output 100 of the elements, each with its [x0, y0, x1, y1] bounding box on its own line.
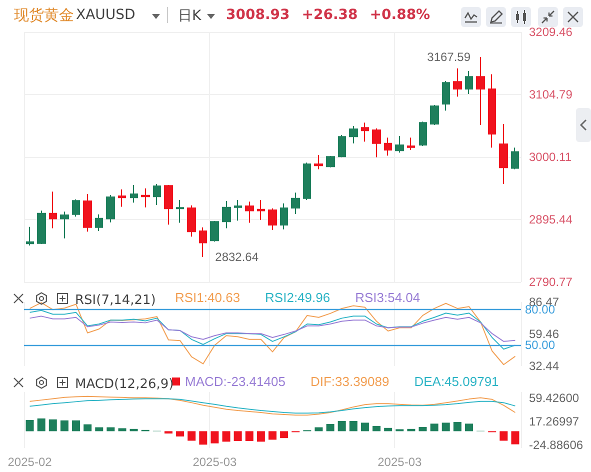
annotation: 3167.59 — [427, 50, 471, 64]
bar — [222, 431, 230, 442]
candlestick — [72, 198, 80, 218]
bar — [384, 428, 392, 432]
candlestick — [303, 162, 311, 201]
bar — [84, 424, 92, 432]
text: +26.38 — [302, 7, 358, 23]
candlestick — [222, 200, 231, 229]
text: 日K — [178, 7, 202, 25]
y-tick-label: 3209.46 — [529, 25, 573, 39]
bar — [418, 426, 427, 432]
candlestick — [453, 68, 462, 98]
bar — [280, 431, 288, 438]
candlestick — [430, 104, 439, 126]
bar — [210, 431, 219, 444]
candlestick — [384, 137, 392, 156]
candlestick — [153, 184, 161, 206]
candlestick — [476, 56, 485, 126]
chart-subtitle: XAUUSD — [76, 7, 136, 23]
bar — [72, 420, 80, 432]
bar — [118, 428, 126, 432]
bar — [95, 427, 104, 432]
bar — [338, 421, 346, 432]
bar — [314, 427, 323, 432]
candlestick — [106, 194, 115, 223]
x-tick-label: 2025-03 — [192, 455, 238, 469]
bar — [176, 431, 184, 436]
bar — [234, 431, 242, 442]
candlestick — [419, 121, 427, 146]
y-tick-label: 2895.44 — [529, 212, 573, 226]
chart-title: MACD(12,26,9) — [75, 377, 174, 392]
y-tick-label: 17.26997 — [529, 414, 580, 429]
candlestick — [314, 154, 323, 170]
bar — [26, 420, 34, 432]
candlestick — [280, 202, 288, 230]
y-tick-label: 59.46 — [529, 326, 560, 341]
series-label: RSI1:40.63 — [175, 290, 240, 305]
y-tick-label: 3104.79 — [529, 88, 573, 102]
chart-title: RSI(7,14,21) — [75, 293, 156, 308]
candlestick — [291, 192, 300, 214]
candlestick — [95, 214, 103, 232]
bar — [453, 422, 462, 432]
y-tick-label: -24.88606 — [529, 438, 584, 452]
candlestick — [210, 220, 219, 242]
legend-label: MACD:-23.41405 — [185, 374, 286, 389]
y-tick-label: 3000.11 — [529, 150, 572, 164]
candlestick — [326, 155, 335, 168]
bar — [106, 427, 115, 432]
candlestick — [199, 226, 207, 258]
annotation: 2832.64 — [215, 250, 259, 264]
candlestick — [83, 193, 92, 232]
candlestick — [338, 134, 346, 158]
bar — [60, 420, 68, 432]
bar — [442, 422, 450, 432]
candlestick — [60, 211, 69, 239]
candlestick — [245, 201, 254, 224]
bar — [511, 431, 520, 444]
candlestick — [141, 188, 150, 208]
bar — [37, 418, 46, 432]
candlestick — [37, 210, 46, 245]
bar — [245, 431, 254, 442]
bar — [188, 431, 196, 441]
candlestick — [26, 226, 34, 246]
bar — [372, 426, 381, 432]
candlestick — [349, 125, 358, 144]
candlestick — [372, 128, 381, 158]
candlestick — [164, 184, 173, 226]
candlestick — [187, 204, 196, 238]
bar — [464, 424, 473, 432]
candlestick — [442, 80, 450, 112]
candlestick — [257, 200, 265, 221]
series-label: RSI3:54.04 — [355, 290, 420, 305]
bar — [430, 424, 438, 432]
x-tick-label: 2025-03 — [378, 455, 422, 469]
line-series — [29, 310, 516, 350]
candlestick — [176, 200, 184, 224]
candlestick — [268, 208, 277, 230]
bar — [199, 431, 208, 445]
bar — [48, 419, 57, 432]
series-label: DEA:45.09791 — [414, 374, 499, 389]
candlestick — [511, 147, 519, 170]
bar — [360, 422, 369, 432]
candlestick — [395, 135, 404, 154]
chart-title: 现货黄金 — [14, 6, 74, 25]
ref-line-label: 50.00 — [525, 338, 556, 352]
candlestick — [118, 188, 126, 208]
bar — [349, 421, 358, 432]
x-tick-label: 2025-02 — [8, 455, 52, 469]
candlestick — [361, 122, 369, 142]
bar — [500, 431, 508, 441]
candlestick — [49, 191, 57, 229]
bar — [268, 431, 276, 440]
candlestick — [465, 70, 473, 94]
candlestick — [499, 123, 508, 184]
candlestick — [130, 184, 138, 204]
series-label: RSI2:49.96 — [265, 290, 330, 305]
bar — [256, 431, 265, 442]
line-series — [29, 316, 516, 342]
y-tick-label: 59.42600 — [529, 390, 580, 405]
series-label: DIF:33.39089 — [310, 374, 390, 389]
